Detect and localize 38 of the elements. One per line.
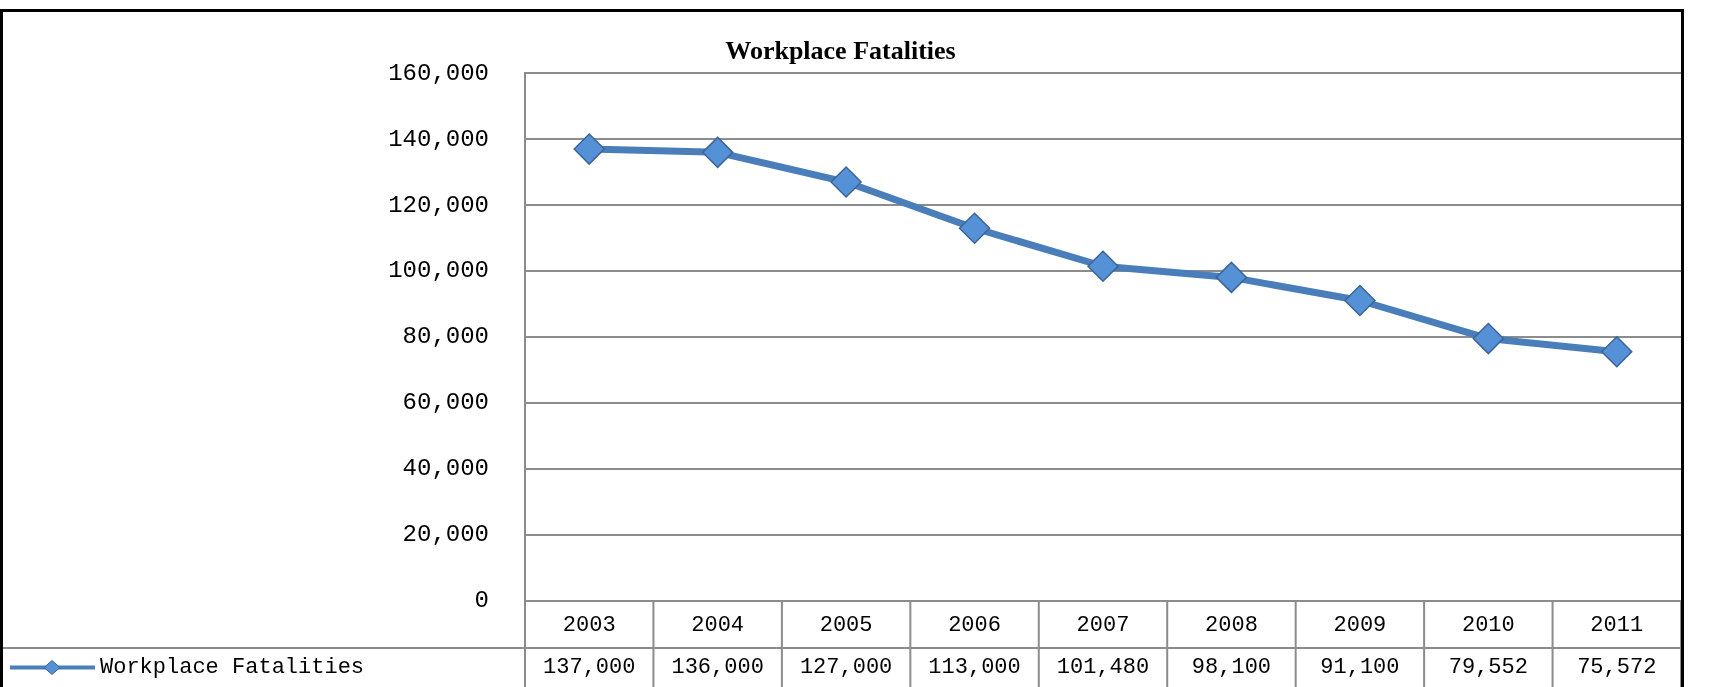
data-label: 75,572 xyxy=(1577,655,1657,681)
x-tick-label: 2009 xyxy=(1333,613,1387,639)
y-tick-label: 0 xyxy=(474,587,489,615)
data-label: 79,552 xyxy=(1448,655,1528,681)
data-label: 98,100 xyxy=(1191,655,1272,681)
x-tick-label: 2010 xyxy=(1461,613,1515,639)
data-label: 113,000 xyxy=(928,655,1021,681)
x-tick-label: 2003 xyxy=(562,613,616,639)
data-label: 127,000 xyxy=(799,655,893,681)
data-label: 136,000 xyxy=(671,655,764,681)
y-tick-label: 40,000 xyxy=(402,455,489,483)
point xyxy=(1087,250,1119,282)
point xyxy=(701,136,734,169)
y-tick-label: 100,000 xyxy=(388,257,489,285)
x-tick-label: 2006 xyxy=(948,613,1001,639)
y-tick-label: 140,000 xyxy=(388,125,489,153)
point xyxy=(1472,322,1505,355)
y-tick-label: 60,000 xyxy=(402,389,489,417)
point xyxy=(573,133,605,165)
data-label: 137,000 xyxy=(543,655,636,681)
point xyxy=(1344,284,1376,317)
legend-label: Workplace Fatalities xyxy=(100,655,365,681)
point xyxy=(1215,261,1248,294)
y-tick-label: 20,000 xyxy=(402,521,489,549)
chart-title: Workplace Fatalities xyxy=(725,36,956,66)
x-tick-label: 2007 xyxy=(1076,613,1130,639)
point xyxy=(958,212,991,244)
y-tick-label: 80,000 xyxy=(402,323,489,351)
point xyxy=(1601,335,1633,368)
y-tick-label: 160,000 xyxy=(388,59,489,87)
y-tick-label: 120,000 xyxy=(388,191,489,219)
data-label: 91,100 xyxy=(1320,655,1400,681)
point xyxy=(830,166,862,198)
x-tick-label: 2005 xyxy=(819,613,873,639)
x-tick-label: 2011 xyxy=(1590,613,1644,639)
data-label: 101,480 xyxy=(1056,655,1150,681)
x-tick-label: 2004 xyxy=(691,613,745,639)
x-tick-label: 2008 xyxy=(1205,613,1258,639)
